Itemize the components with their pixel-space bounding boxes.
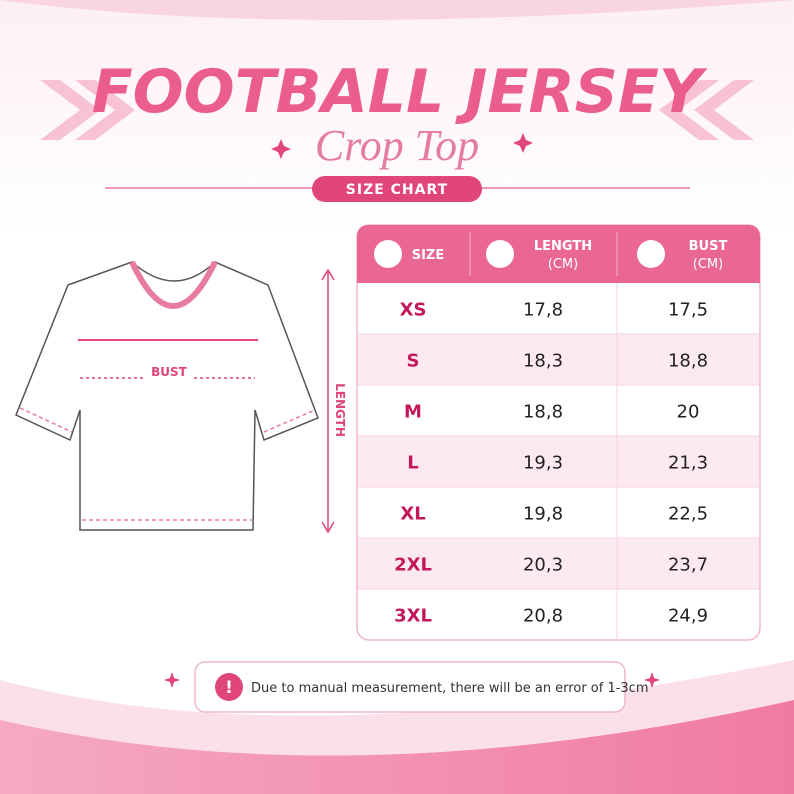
wave-front <box>0 700 794 794</box>
size-cell: L <box>407 453 418 474</box>
chevrons <box>40 80 754 140</box>
column-unit: (CM) <box>693 257 723 272</box>
column-header: LENGTH <box>534 239 592 254</box>
title: FOOTBALL JERSEY <box>92 57 708 127</box>
row-band <box>358 436 759 487</box>
row-band <box>358 538 759 589</box>
note: Due to manual measurement, there will be… <box>251 681 649 696</box>
value-cell: 17,8 <box>523 300 563 321</box>
column-unit: (CM) <box>548 257 578 272</box>
value-cell: 17,5 <box>668 300 708 321</box>
value-cell: 18,8 <box>668 351 708 372</box>
bust-label: BUST <box>151 365 188 379</box>
length-label: LENGTH <box>333 383 347 437</box>
value-cell: 22,5 <box>668 504 708 525</box>
icon <box>486 240 514 268</box>
icon <box>637 240 665 268</box>
size-cell: XL <box>400 504 425 525</box>
value-cell: 24,9 <box>668 606 708 627</box>
value-cell: 20,3 <box>523 555 563 576</box>
value-cell: 21,3 <box>668 453 708 474</box>
value-cell: 20 <box>677 402 700 423</box>
value-cell: 18,8 <box>523 402 563 423</box>
wave-top <box>0 0 794 20</box>
badge <box>312 176 482 202</box>
value-cell: 23,7 <box>668 555 708 576</box>
badge-text: SIZE CHART <box>346 182 448 198</box>
subtitle: Crop Top <box>315 121 479 170</box>
size-cell: XS <box>400 300 427 321</box>
column-header: SIZE <box>412 248 445 263</box>
column-header: BUST <box>689 239 728 254</box>
icon <box>374 240 402 268</box>
size-cell: M <box>404 402 422 423</box>
row-band <box>358 334 759 385</box>
value-cell: 19,8 <box>523 504 563 525</box>
value-cell: 18,3 <box>523 351 563 372</box>
note-icon-mark: ! <box>225 678 233 698</box>
size-cell: S <box>407 351 420 372</box>
bust-bg <box>146 364 192 380</box>
note-box <box>194 661 626 713</box>
jersey <box>15 260 335 534</box>
note-icon <box>215 673 243 701</box>
value-cell: 20,8 <box>523 606 563 627</box>
size-cell: 3XL <box>394 606 432 627</box>
value-cell: 19,3 <box>523 453 563 474</box>
size-cell: 2XL <box>394 555 432 576</box>
table-header <box>357 225 760 283</box>
